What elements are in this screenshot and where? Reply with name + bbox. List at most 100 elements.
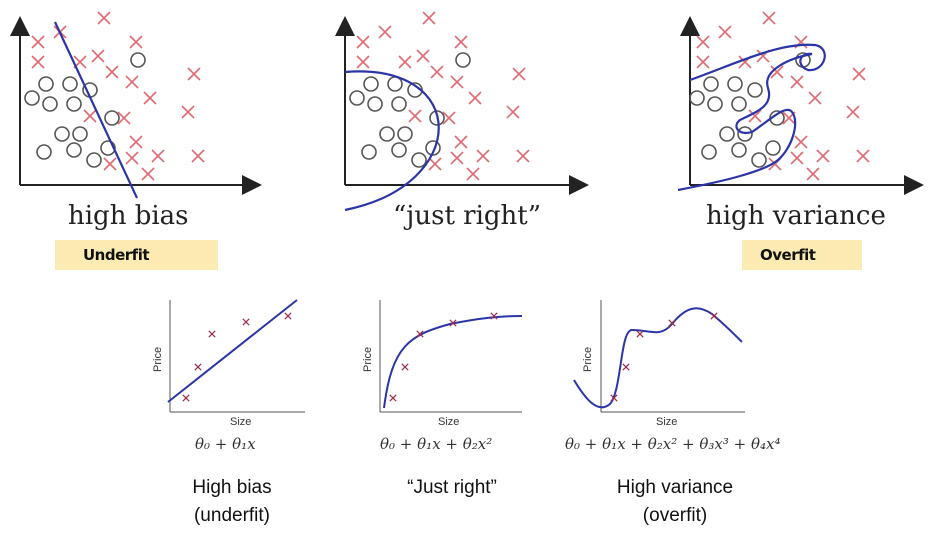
data-cross-p1-16 bbox=[191, 149, 205, 163]
data-cross-p2-3 bbox=[454, 35, 468, 49]
data-cross-p1-14 bbox=[129, 135, 143, 149]
data-circle-p3-7 bbox=[719, 126, 735, 142]
data-cross-p3-8 bbox=[790, 75, 804, 89]
train-point-b-2 bbox=[416, 330, 424, 338]
data-cross-p3-13 bbox=[846, 105, 860, 119]
data-cross-p2-13 bbox=[506, 105, 520, 119]
underfit-tag-label: Underfit bbox=[83, 246, 150, 264]
data-cross-p3-15 bbox=[816, 149, 830, 163]
panelC-y-label: Price bbox=[582, 346, 594, 372]
caption-overfit-line1: High variance bbox=[616, 477, 734, 498]
underfit-tag: Underfit bbox=[55, 240, 218, 270]
data-cross-p3-14 bbox=[794, 135, 808, 149]
train-point-b-0 bbox=[389, 394, 397, 402]
data-cross-p1-18 bbox=[103, 157, 117, 171]
data-circle-p3-3 bbox=[747, 82, 763, 98]
data-circle-p3-5 bbox=[731, 96, 747, 112]
data-cross-p1-19 bbox=[141, 167, 155, 181]
train-point-c-3 bbox=[668, 319, 676, 327]
data-cross-p1-0 bbox=[31, 35, 45, 49]
data-circle-p1-10 bbox=[66, 142, 82, 158]
linear-fit-curve bbox=[167, 299, 298, 403]
caption-high-variance: high variance bbox=[706, 201, 886, 231]
data-circle-p2-1 bbox=[363, 76, 379, 92]
data-cross-p2-10 bbox=[468, 91, 482, 105]
data-cross-p2-6 bbox=[398, 55, 412, 69]
panelA-axes bbox=[169, 300, 305, 413]
data-cross-p3-2 bbox=[762, 11, 776, 25]
data-cross-p1-15 bbox=[151, 149, 165, 163]
train-point-c-0 bbox=[610, 394, 618, 402]
data-circle-p1-1 bbox=[38, 76, 54, 92]
data-cross-p1-12 bbox=[83, 109, 97, 123]
data-cross-p2-4 bbox=[416, 49, 430, 63]
data-circle-p2-7 bbox=[379, 126, 395, 142]
data-cross-p2-8 bbox=[450, 75, 464, 89]
quartic-fit-curve bbox=[573, 307, 743, 409]
formula-quadratic: θ₀ + θ₁x + θ₂x² bbox=[380, 435, 493, 453]
panel1-axes bbox=[9, 16, 262, 195]
formula-quartic: θ₀ + θ₁x + θ₂x² + θ₃x³ + θ₄x⁴ bbox=[565, 435, 781, 453]
data-cross-p2-14 bbox=[454, 135, 468, 149]
panelB-y-label: Price bbox=[362, 346, 374, 372]
data-cross-p1-8 bbox=[125, 75, 139, 89]
data-cross-p2-2 bbox=[422, 11, 436, 25]
train-point-a-4 bbox=[284, 312, 292, 320]
quadratic-fit-curve bbox=[383, 315, 523, 409]
data-circle-p1-11 bbox=[86, 152, 102, 168]
data-circle-p1-12 bbox=[100, 140, 116, 156]
data-circle-p3-10 bbox=[731, 142, 747, 158]
panelB-x-label: Size bbox=[438, 416, 460, 428]
caption-underfit: High bias (underfit) bbox=[172, 474, 292, 530]
data-cross-p2-0 bbox=[356, 35, 370, 49]
panel3-axes bbox=[680, 16, 924, 195]
data-cross-p2-19 bbox=[466, 167, 480, 181]
train-point-b-3 bbox=[449, 319, 457, 327]
data-cross-p3-16 bbox=[856, 149, 870, 163]
data-circle-p2-4 bbox=[367, 96, 383, 112]
linear-boundary bbox=[54, 21, 138, 199]
train-point-c-2 bbox=[636, 330, 644, 338]
data-cross-p3-0 bbox=[696, 35, 710, 49]
data-cross-p1-17 bbox=[125, 151, 139, 165]
data-circle-p3-12 bbox=[765, 140, 781, 156]
data-circle-p3-2 bbox=[727, 76, 743, 92]
data-cross-p1-11 bbox=[117, 111, 131, 125]
train-point-c-1 bbox=[622, 363, 630, 371]
data-circle-p3-4 bbox=[707, 96, 723, 112]
data-cross-p1-13 bbox=[181, 105, 195, 119]
formula-linear: θ₀ + θ₁x bbox=[195, 435, 256, 453]
data-cross-p3-1 bbox=[718, 25, 732, 39]
data-cross-p1-3 bbox=[129, 35, 143, 49]
data-circle-p1-2 bbox=[62, 76, 78, 92]
caption-overfit: High variance (overfit) bbox=[600, 474, 750, 530]
caption-just-right: “just right” bbox=[393, 201, 542, 231]
quadratic-boundary bbox=[344, 70, 440, 212]
data-circle-p2-10 bbox=[391, 142, 407, 158]
data-circle-p2-5 bbox=[391, 96, 407, 112]
data-circle-p1-0 bbox=[24, 90, 40, 106]
data-circle-p3-9 bbox=[701, 144, 717, 160]
caption-just-right-bottom: “Just right” bbox=[387, 474, 517, 502]
caption-underfit-line1: High bias bbox=[192, 477, 272, 498]
data-circle-p1-8 bbox=[72, 126, 88, 142]
panelB-axes bbox=[379, 300, 522, 413]
data-cross-p3-7 bbox=[770, 65, 784, 79]
data-cross-p2-5 bbox=[356, 55, 370, 69]
overfit-tag-label: Overfit bbox=[760, 246, 816, 264]
caption-underfit-line2: (underfit) bbox=[193, 505, 271, 526]
data-cross-p2-17 bbox=[450, 151, 464, 165]
data-circle-p2-11 bbox=[411, 152, 427, 168]
caption-just-right-line1: “Just right” bbox=[407, 477, 497, 498]
overfit-boundary bbox=[677, 43, 826, 192]
panelC-axes bbox=[600, 300, 745, 413]
data-circle-p1-7 bbox=[54, 126, 70, 142]
data-circle-p3-1 bbox=[703, 76, 719, 92]
data-cross-p2-12 bbox=[408, 109, 422, 123]
data-circle-p1-9 bbox=[36, 144, 52, 160]
data-circle-p3-11 bbox=[751, 152, 767, 168]
train-point-b-4 bbox=[490, 312, 498, 320]
data-circle-p1-13 bbox=[130, 52, 146, 68]
caption-high-bias: high bias bbox=[68, 201, 189, 231]
